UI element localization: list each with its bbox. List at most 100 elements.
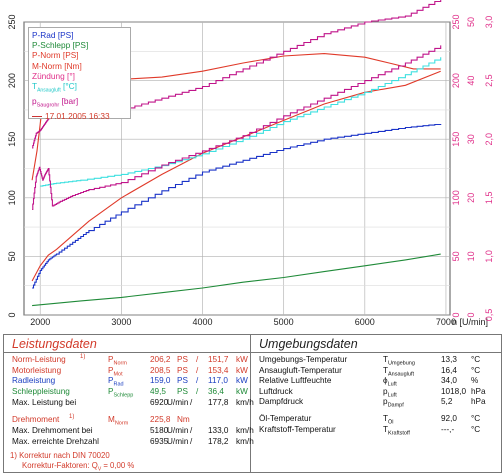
row-symbol: PSchlepp: [108, 387, 133, 399]
y-left-tick-label: 250: [7, 14, 17, 29]
divider: [251, 352, 501, 353]
row-value-2: 178,2: [208, 437, 229, 446]
row-symbol: MNorm: [108, 415, 128, 427]
y-left-tick-label: 0: [7, 312, 17, 317]
x-axis-label: n [U/min]: [452, 317, 488, 327]
divider: [4, 352, 250, 353]
row-value-1: 6935: [150, 437, 169, 446]
row-label: Max. erreichte Drehzahl: [12, 437, 99, 446]
row-unit-2: kW: [236, 376, 248, 385]
umgebungsdaten-panel: Umgebungsdaten Umgebungs-Temperatur TUmge…: [251, 335, 501, 472]
row-symbol: PNorm: [108, 355, 127, 367]
row-label: Drehmoment: [12, 415, 60, 424]
y-left-tick-label: 100: [7, 190, 17, 205]
umgebung-row: Kraftstoff-Temperatur TKraftstoff ---,- °C: [259, 424, 499, 437]
row-label: Dampfdruck: [259, 397, 304, 406]
max-row: Max. Drehmoment bei 5180 U/min/ 133,0 km/h: [12, 426, 254, 436]
row-sep: /: [196, 355, 199, 364]
row-unit-1: PS: [177, 386, 188, 396]
legend-p-schlepp: P-Schlepp [PS]: [32, 40, 89, 51]
sym-main: P: [108, 386, 114, 396]
legend-date-text: 17.01.2005 16:33: [45, 110, 110, 121]
row-unit-2: kW: [236, 355, 248, 364]
row-value-1: 159,0: [150, 376, 171, 385]
row-unit: hPa: [471, 397, 486, 406]
sym-main: ϕ: [383, 376, 388, 385]
row-value-2: 151,7: [208, 355, 229, 364]
y-right-tick-label: 100: [451, 190, 461, 205]
row-value: 16,4: [441, 365, 457, 375]
row-label: Motorleistung: [12, 365, 62, 375]
sym-main: p: [383, 386, 388, 396]
legend-p-unit: [bar]: [59, 95, 79, 106]
row-symbol: TÖl: [383, 414, 394, 426]
row-label: Kraftstoff-Temperatur: [259, 424, 336, 434]
y-right-tick-label: 2,5: [484, 74, 494, 87]
row-footnote: 1): [69, 414, 75, 420]
data-tables: Leistungsdaten Norm-Leistung 1) PNorm 206,2…: [3, 334, 502, 473]
row-label: Relative Luftfeuchte: [259, 376, 332, 385]
row-label: Max. Leistung bei: [12, 397, 77, 407]
row-symbol: pDampf: [383, 397, 404, 409]
korrektur-note: 1) Korrektur nach DIN 70020: [10, 451, 110, 460]
sym-sub: Dampf: [387, 402, 404, 409]
korrektur-label: Korrektur-Faktoren: Q: [22, 461, 98, 470]
row-label: Max. Drehmoment bei: [12, 426, 93, 435]
row-sep: /: [190, 437, 193, 446]
leistung-row: Radleistung PRad 159,0 PS / 117,0 kW: [12, 376, 248, 388]
row-unit: °C: [471, 355, 481, 364]
legend-p-saugrohr: pSaugrohr [bar]: [32, 96, 127, 111]
umgebung-row: Dampfdruck pDampf 5,2 hPa: [259, 397, 499, 409]
y-right-tick-label: 3,0: [484, 16, 494, 29]
series-p-rad-ps: [32, 123, 442, 289]
row-label: Öl-Temperatur: [259, 414, 312, 423]
row-label: Norm-Leistung: [12, 355, 66, 364]
legend-date-line: [32, 116, 42, 118]
x-tick-label: 2000: [30, 317, 50, 327]
row-value-1: 225,8: [150, 415, 171, 424]
y-right-tick-label: 0,5: [484, 309, 494, 322]
row-value: 34,0: [441, 376, 457, 385]
series-p-norm-ps: [31, 70, 441, 282]
sym-sub: Luft: [387, 392, 397, 399]
row-symbol: TUmgebung: [383, 355, 415, 367]
umgebung-row: Öl-Temperatur TÖl 92,0 °C: [259, 414, 499, 426]
row-symbol: TAnsaugluft: [383, 366, 414, 378]
sym-sub: Kraftstoff: [388, 430, 410, 437]
row-value-1: 5180: [150, 426, 169, 435]
chart: 0 50 100 150 200 250 2000 3000 4000 5000 6000 7000 n…: [7, 0, 494, 327]
sym-sub: Umgebung: [388, 360, 415, 367]
row-symbol: TKraftstoff: [383, 425, 410, 437]
x-tick-label: 6000: [355, 317, 375, 327]
row-unit-1: PS: [177, 376, 188, 385]
row-value: 5,2: [441, 397, 453, 406]
sym-main: p: [383, 397, 388, 406]
y-right-tick-label: 20: [466, 193, 476, 203]
legend-t-sub: Ansaugluft: [37, 87, 61, 94]
legend-date: 17.01.2005 16:33: [32, 111, 127, 121]
row-unit-2: kW: [236, 386, 248, 396]
sym-main: T: [383, 424, 389, 434]
row-value-1: 49,5: [150, 386, 166, 396]
legend-t-sym: T: [32, 81, 38, 92]
y-right-tick-label: 50: [466, 17, 476, 27]
row-label: Schleppleistung: [12, 386, 70, 396]
y-left-tick-label: 50: [7, 251, 17, 261]
sym-sub: Norm: [114, 420, 129, 427]
row-unit-1: PS: [177, 365, 188, 375]
row-sep: /: [190, 426, 193, 435]
row-value: 92,0: [441, 414, 457, 423]
y-right-tick-label: 10: [466, 251, 476, 261]
y-right-tick-label: 40: [466, 76, 476, 86]
sym-main: P: [108, 376, 114, 385]
y-right-tick-label: 0: [466, 312, 476, 317]
series-p-saugrohr-bar: [32, 45, 442, 211]
legend-t-unit: [°C]: [60, 81, 77, 92]
row-unit-2: km/h: [236, 397, 254, 407]
row-symbol: PMot: [108, 366, 123, 378]
y-right-tick-label: 30: [466, 134, 476, 144]
x-tick-label: 7000: [436, 317, 456, 327]
sym-main: T: [383, 365, 389, 375]
y-left-tick-label: 150: [7, 132, 17, 147]
